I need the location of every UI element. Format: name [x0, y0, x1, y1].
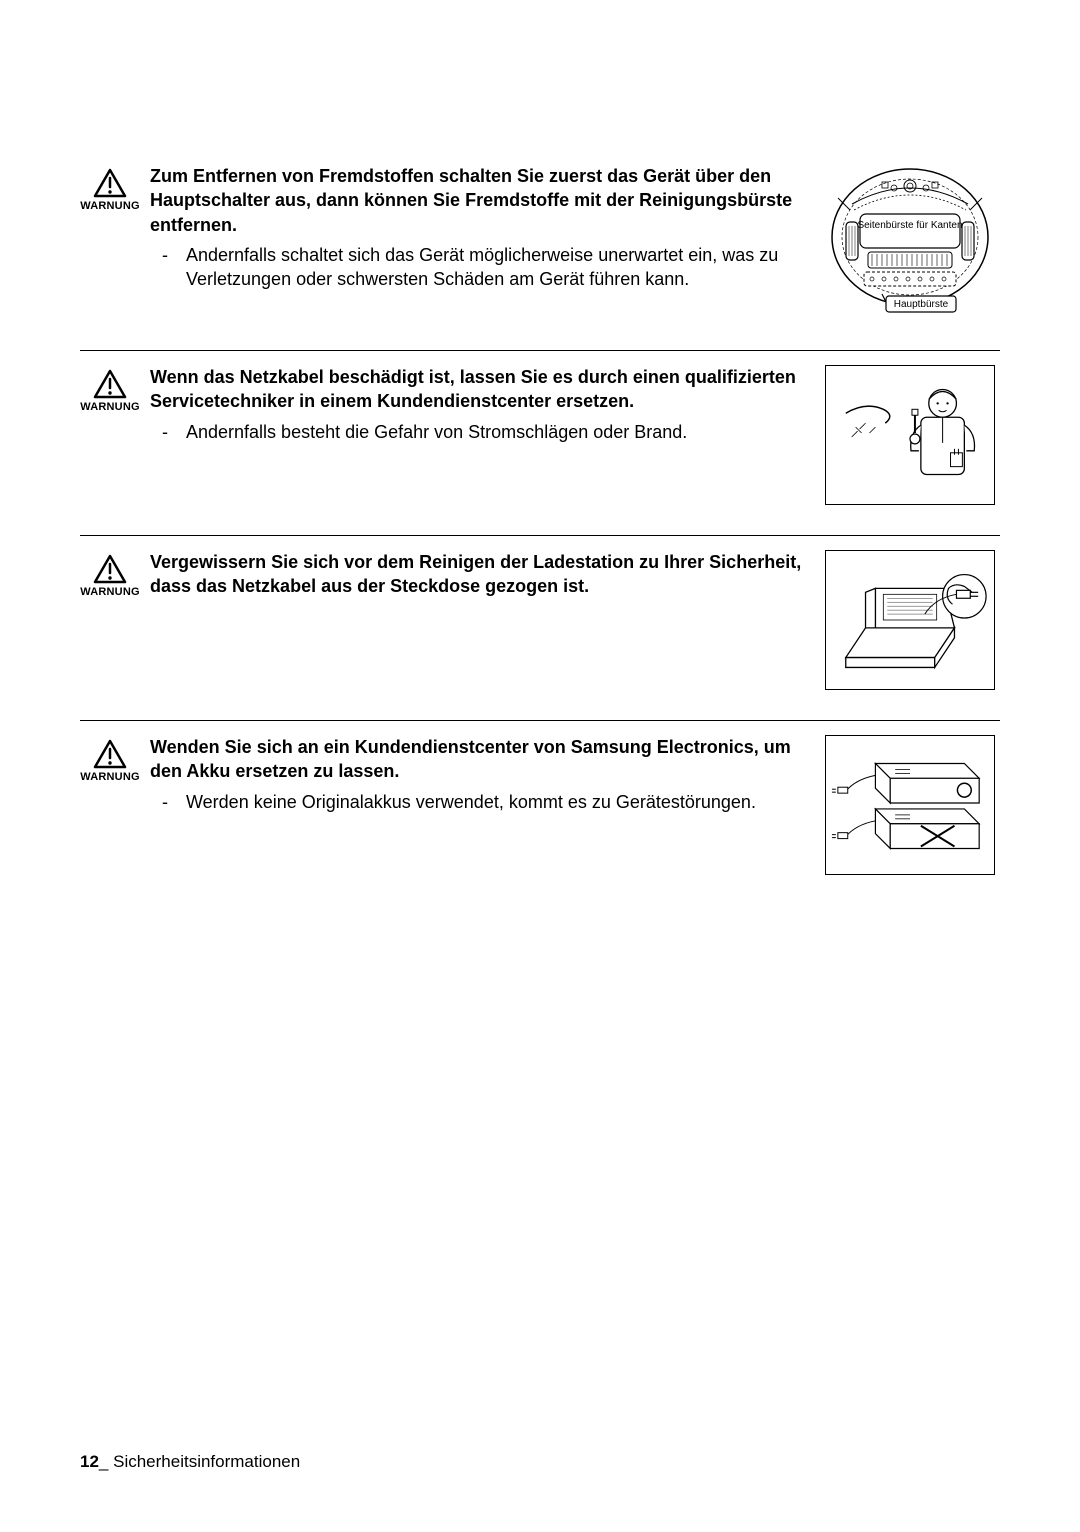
warning-triangle-icon — [93, 739, 127, 769]
warning-icon-col: WARNUNG — [80, 735, 140, 875]
warning-heading: Wenden Sie sich an ein Kundendienstcente… — [150, 735, 806, 784]
dock-unplug-illustration — [825, 550, 995, 690]
warning-label: WARNUNG — [80, 401, 140, 413]
warning-text: Vergewissern Sie sich vor dem Reinigen d… — [140, 550, 820, 690]
warning-text: Zum Entfernen von Fremdstoffen schalten … — [140, 164, 820, 320]
manual-page: WARNUNG Zum Entfernen von Fremdstoffen s… — [0, 0, 1080, 1532]
technician-illustration — [825, 365, 995, 505]
warning-section-2: WARNUNG Wenn das Netzkabel beschädigt is… — [80, 351, 1000, 536]
warning-triangle-icon — [93, 554, 127, 584]
warning-text: Wenn das Netzkabel beschädigt ist, lasse… — [140, 365, 820, 505]
footer-title: Sicherheitsinformationen — [113, 1452, 300, 1471]
page-footer: 12_ Sicherheitsinformationen — [80, 1452, 300, 1472]
warning-heading: Zum Entfernen von Fremdstoffen schalten … — [150, 164, 806, 237]
warning-triangle-icon — [93, 369, 127, 399]
warning-section-1: WARNUNG Zum Entfernen von Fremdstoffen s… — [80, 150, 1000, 351]
warning-bullet: Andernfalls schaltet sich das Gerät mögl… — [182, 243, 806, 292]
warning-section-3: WARNUNG Vergewissern Sie sich vor dem Re… — [80, 536, 1000, 721]
illustration-col — [820, 365, 1000, 505]
warning-heading: Wenn das Netzkabel beschädigt ist, lasse… — [150, 365, 806, 414]
warning-bullet: Werden keine Originalakkus verwendet, ko… — [182, 790, 806, 814]
main-brush-label: Hauptbürste — [894, 299, 949, 310]
side-brush-label: Seitenbürste für Kanten — [857, 220, 962, 231]
warning-label: WARNUNG — [80, 586, 140, 598]
illustration-col: Seitenbürste für Kanten — [820, 164, 1000, 320]
robot-bottom-illustration: Seitenbürste für Kanten — [822, 164, 998, 320]
illustration-col — [820, 735, 1000, 875]
illustration-col — [820, 550, 1000, 690]
footer-separator: _ — [99, 1452, 113, 1471]
page-number: 12 — [80, 1452, 99, 1471]
warning-label: WARNUNG — [80, 200, 140, 212]
warning-bullet: Andernfalls besteht die Gefahr von Strom… — [182, 420, 806, 444]
warning-heading: Vergewissern Sie sich vor dem Reinigen d… — [150, 550, 806, 599]
warning-icon-col: WARNUNG — [80, 550, 140, 690]
warning-icon-col: WARNUNG — [80, 365, 140, 505]
warning-label: WARNUNG — [80, 771, 140, 783]
warning-icon-col: WARNUNG — [80, 164, 140, 320]
warning-section-4: WARNUNG Wenden Sie sich an ein Kundendie… — [80, 721, 1000, 905]
warning-triangle-icon — [93, 168, 127, 198]
battery-illustration — [825, 735, 995, 875]
warning-text: Wenden Sie sich an ein Kundendienstcente… — [140, 735, 820, 875]
